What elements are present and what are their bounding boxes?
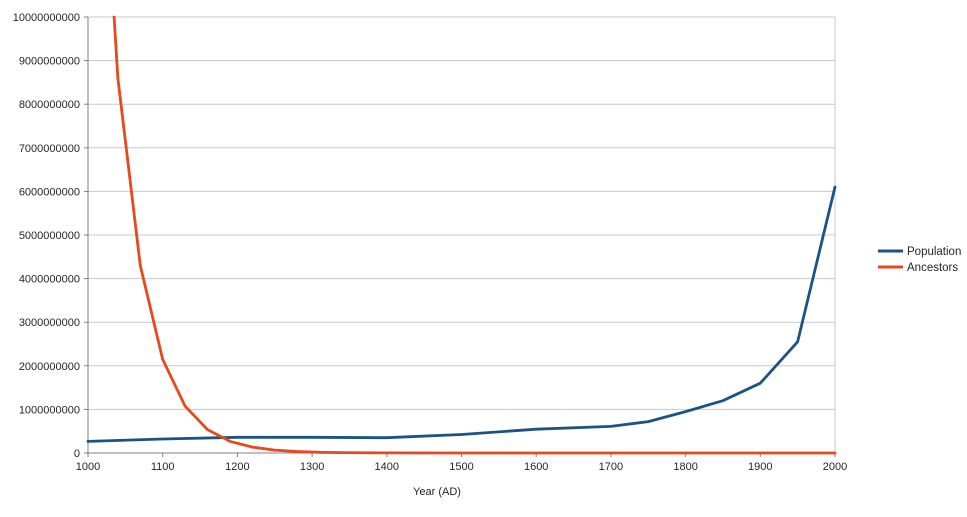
y-tick-label: 9000000000 bbox=[19, 56, 80, 68]
x-tick-label: 1300 bbox=[300, 461, 324, 473]
x-tick-label: 2000 bbox=[823, 461, 847, 473]
x-tick-label: 1800 bbox=[673, 461, 697, 473]
y-tick-label: 2000000000 bbox=[19, 361, 80, 373]
x-tick-label: 1100 bbox=[151, 461, 175, 473]
plot-area: 0 1000000000 2000000000 3000000000 400000000… bbox=[13, 12, 848, 498]
population-legend-label: Population bbox=[907, 246, 961, 258]
y-tick-label: 10000000000 bbox=[13, 12, 80, 24]
x-tick-label: 1600 bbox=[524, 461, 548, 473]
x-axis-title: Year (AD) bbox=[413, 486, 461, 498]
y-tick-label: 8000000000 bbox=[19, 99, 80, 111]
ancestors-legend-label: Ancestors bbox=[907, 262, 958, 274]
x-tick-label: 1000 bbox=[76, 461, 100, 473]
population-series-line bbox=[86, 185, 837, 443]
y-tick-label: 1000000000 bbox=[19, 404, 80, 416]
x-tick-label: 1500 bbox=[449, 461, 473, 473]
y-tick-label: 3000000000 bbox=[19, 317, 80, 329]
x-tick-label: 1700 bbox=[599, 461, 623, 473]
y-tick-label: 5000000000 bbox=[19, 230, 80, 242]
y-tick-label: 7000000000 bbox=[19, 143, 80, 155]
x-tick-label: 1900 bbox=[748, 461, 772, 473]
legend: Population Ancestors bbox=[878, 246, 961, 274]
ancestors-series-line bbox=[112, 15, 837, 455]
y-tick-label: 4000000000 bbox=[19, 274, 80, 286]
y-tick-label: 6000000000 bbox=[19, 186, 80, 198]
x-tick-label: 1400 bbox=[375, 461, 399, 473]
x-tick-label: 1200 bbox=[225, 461, 249, 473]
y-tick-label: 0 bbox=[74, 448, 80, 460]
